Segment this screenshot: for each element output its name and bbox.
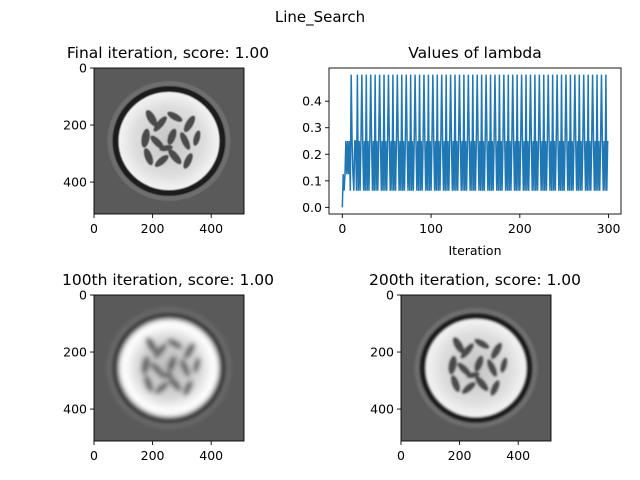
y-tick-label: 200 (63, 345, 87, 360)
phantom-blob (150, 362, 165, 377)
phantom-blob (141, 128, 150, 148)
lambda-y-tick-label: 0.4 (302, 94, 322, 109)
phantom-blob (475, 376, 489, 392)
phantom-blob (153, 116, 167, 132)
lambda-y-tick-label: 0.1 (302, 173, 322, 188)
phantom-blob (193, 130, 201, 146)
phantom-blob (153, 343, 167, 359)
lambda-series-line (341, 74, 609, 208)
lambda-x-tick-label: 0 (338, 221, 346, 236)
phantom-blob (168, 149, 182, 165)
lambda-plot-area: 0 100 200 300 0.0 0.1 0.2 0.3 0.4 (302, 67, 622, 236)
lambda-y-tick-label: 0.0 (302, 200, 322, 215)
phantom-blob (141, 355, 150, 375)
figure-suptitle: Line_Search (275, 8, 365, 27)
lambda-y-tick-label: 0.3 (302, 120, 322, 135)
lambda-x-tick-label: 100 (419, 221, 443, 236)
phantom-blob (183, 153, 193, 169)
phantom-image-200th (401, 295, 551, 441)
phantom-content (107, 308, 231, 428)
phantom-content (107, 81, 231, 201)
phantom-blob (474, 355, 484, 372)
phantom-blob (159, 145, 173, 152)
phantom-image-100th (94, 295, 244, 441)
axes-200th: 0 200 400 0 200 400 (370, 288, 552, 463)
y-tick-label: 400 (63, 175, 87, 190)
phantom-blob (167, 355, 177, 372)
phantom-blob (457, 362, 472, 377)
phantom-blob (150, 135, 165, 150)
image-frame (400, 294, 552, 442)
y-tick-label: 400 (63, 402, 87, 417)
phantom-blob (143, 148, 154, 166)
phantom-blob (448, 355, 457, 375)
phantom-blob (183, 115, 196, 133)
phantom-blob (154, 154, 169, 168)
phantom-blob (500, 357, 508, 373)
lambda-xlabel: Iteration (448, 243, 501, 258)
phantom-blob (179, 359, 191, 377)
axes-100th: 0 200 400 0 200 400 (63, 288, 245, 463)
phantom-blob (143, 375, 154, 393)
panel-100th-title: 100th iteration, score: 1.00 (62, 271, 274, 289)
phantom-blob (183, 380, 193, 396)
phantom-blob (183, 342, 196, 360)
phantom-blob (450, 375, 461, 393)
lambda-x-tick-label: 200 (508, 221, 532, 236)
panel-lambda: Values of lambda 0 100 200 3000.00.10.20.30… (302, 44, 622, 258)
panel-200th-iteration: 200th iteration, score: 1.00 0 200 400 0 200… (369, 271, 581, 463)
panel-final-title: Final iteration, score: 1.00 (67, 44, 269, 62)
x-tick-label: 0 (397, 448, 405, 463)
phantom-image-final (94, 68, 244, 214)
phantom-blob (490, 342, 503, 360)
phantom-blob (460, 343, 474, 359)
axes-final: 0 200 400 0 200 400 (63, 61, 245, 236)
x-tick-label: 400 (506, 448, 530, 463)
image-frame (93, 294, 245, 442)
phantom-blob (179, 132, 191, 150)
x-tick-label: 400 (199, 448, 223, 463)
image-frame (93, 67, 245, 215)
phantom-blob (154, 381, 169, 395)
x-tick-label: 400 (199, 221, 223, 236)
panel-final-iteration: Final iteration, score: 1.00 0 200 400 0 200… (63, 44, 269, 236)
panel-100th-iteration: 100th iteration, score: 1.00 0 200 400 0 200… (62, 271, 274, 463)
y-tick-label: 0 (79, 288, 87, 303)
phantom-blob (461, 381, 476, 395)
lambda-frame (328, 67, 622, 215)
phantom-blob (159, 372, 173, 379)
x-tick-label: 0 (90, 221, 98, 236)
y-tick-label: 0 (386, 288, 394, 303)
lambda-x-tick-label: 300 (597, 221, 621, 236)
x-tick-label: 200 (448, 448, 472, 463)
x-tick-label: 0 (90, 448, 98, 463)
phantom-blob (167, 128, 177, 145)
phantom-blob (167, 111, 183, 123)
y-tick-label: 0 (79, 61, 87, 76)
phantom-blob (167, 338, 183, 350)
y-tick-label: 400 (370, 402, 394, 417)
phantom-content (414, 308, 538, 428)
lambda-title: Values of lambda (408, 44, 542, 62)
phantom-blob (466, 372, 480, 379)
panel-200th-title: 200th iteration, score: 1.00 (369, 271, 581, 289)
x-tick-label: 200 (141, 448, 165, 463)
phantom-blob (474, 338, 490, 350)
phantom-blob (490, 380, 500, 396)
y-tick-label: 200 (63, 118, 87, 133)
x-tick-label: 200 (141, 221, 165, 236)
phantom-blob (145, 337, 158, 354)
phantom-blob (486, 359, 498, 377)
y-tick-label: 200 (370, 345, 394, 360)
phantom-blob (452, 337, 465, 354)
phantom-blob (168, 376, 182, 392)
phantom-blob (193, 357, 201, 373)
phantom-blob (145, 110, 158, 127)
lambda-y-tick-label: 0.2 (302, 147, 322, 162)
